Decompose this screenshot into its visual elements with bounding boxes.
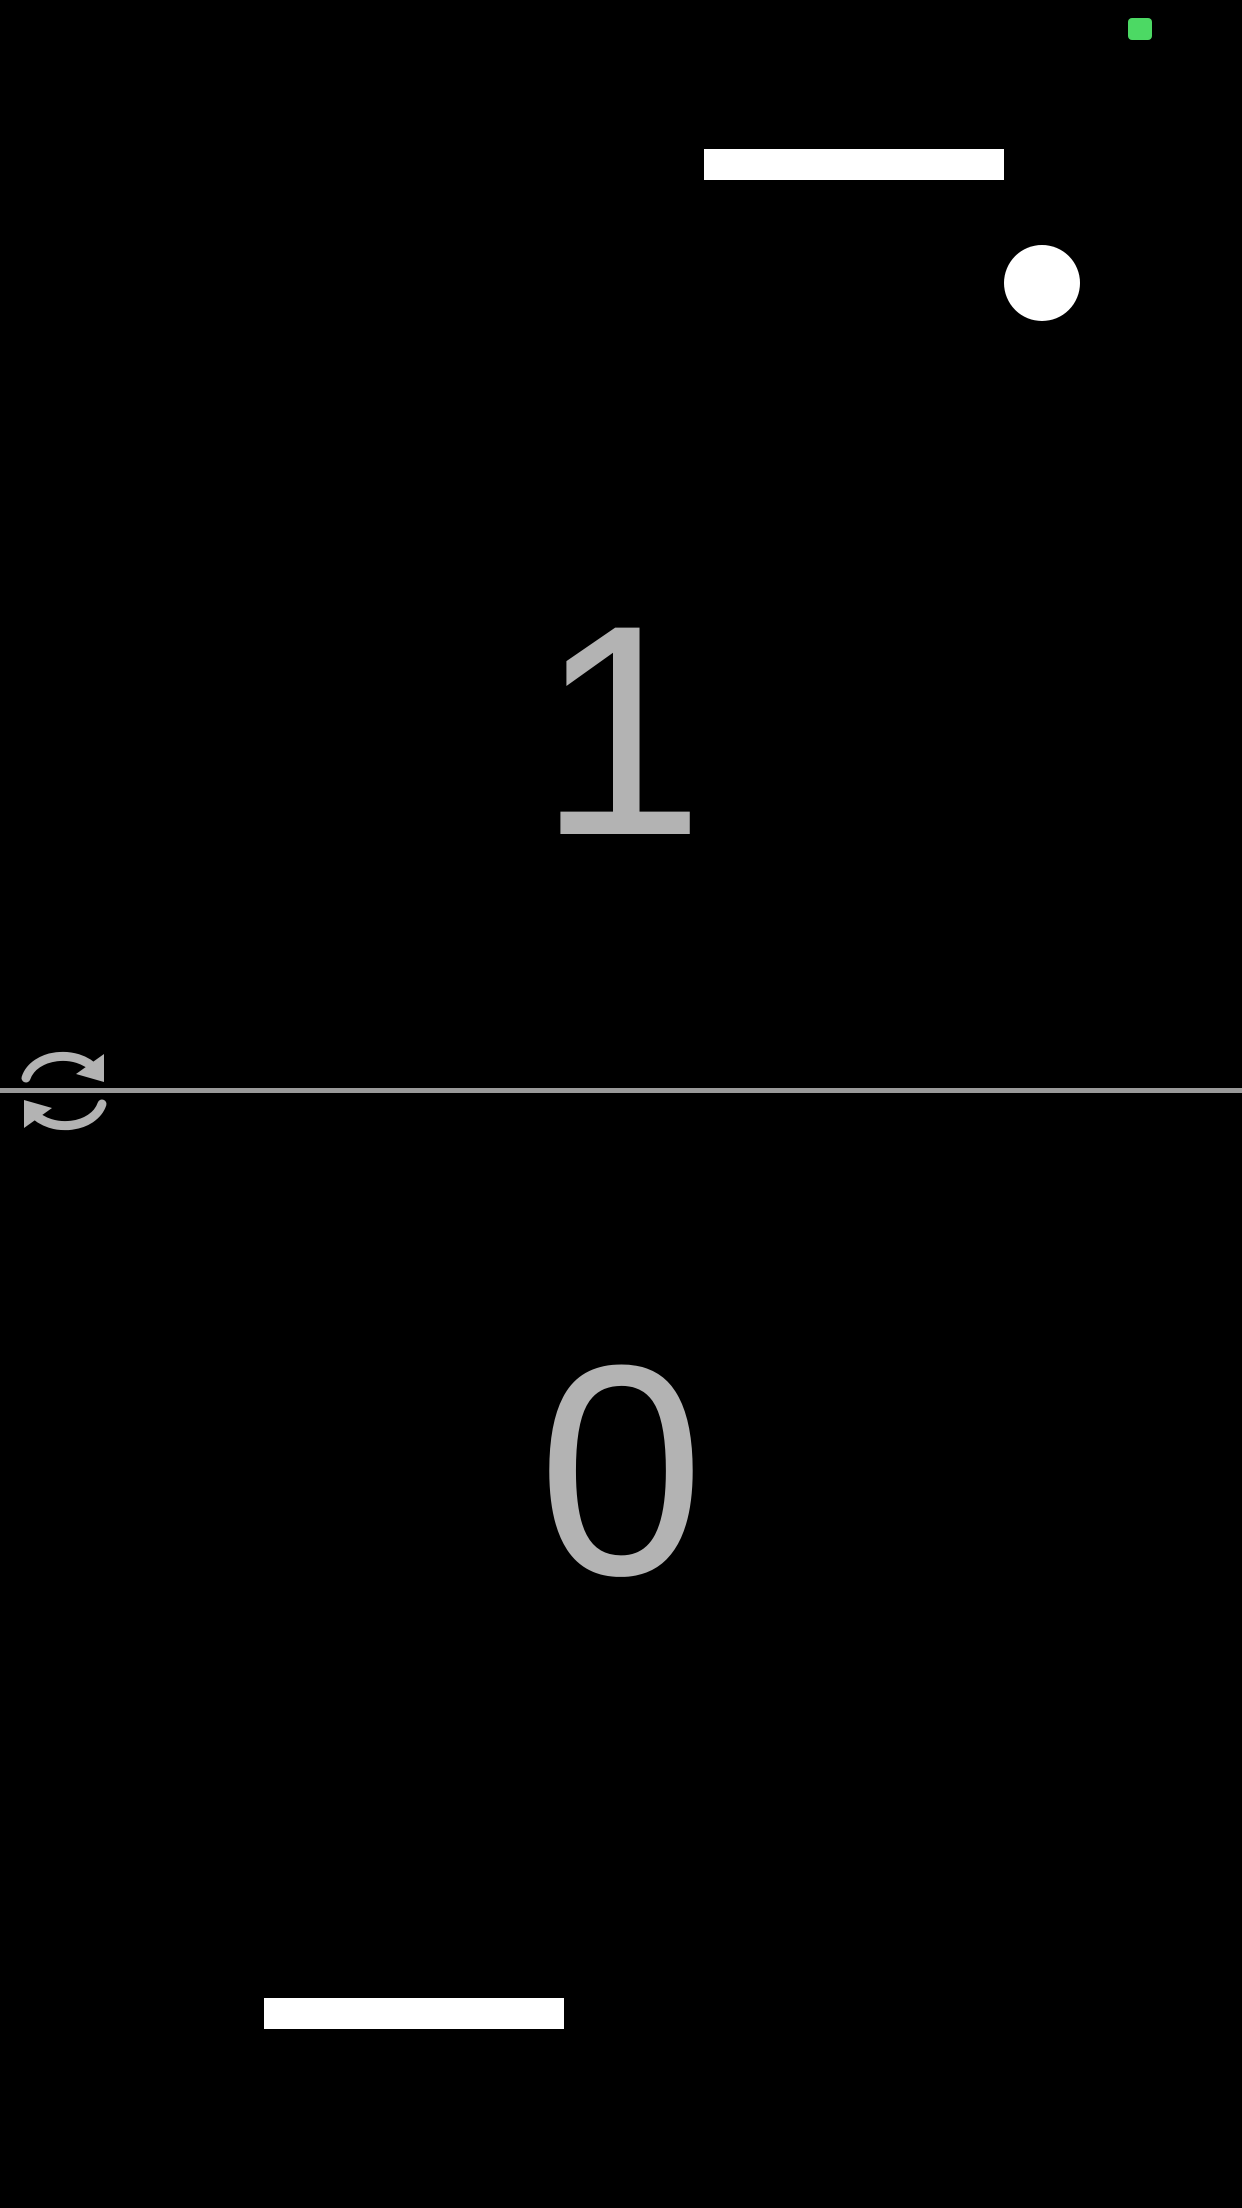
status-indicator-icon (1128, 18, 1152, 40)
restart-icon (21, 1051, 107, 1131)
ball (1004, 245, 1080, 321)
restart-button[interactable] (16, 1040, 112, 1142)
center-line (0, 1088, 1242, 1093)
player-paddle[interactable] (264, 1998, 564, 2029)
player-score: 0 (537, 1302, 705, 1638)
opponent-paddle (704, 149, 1004, 180)
opponent-score: 1 (537, 562, 705, 898)
